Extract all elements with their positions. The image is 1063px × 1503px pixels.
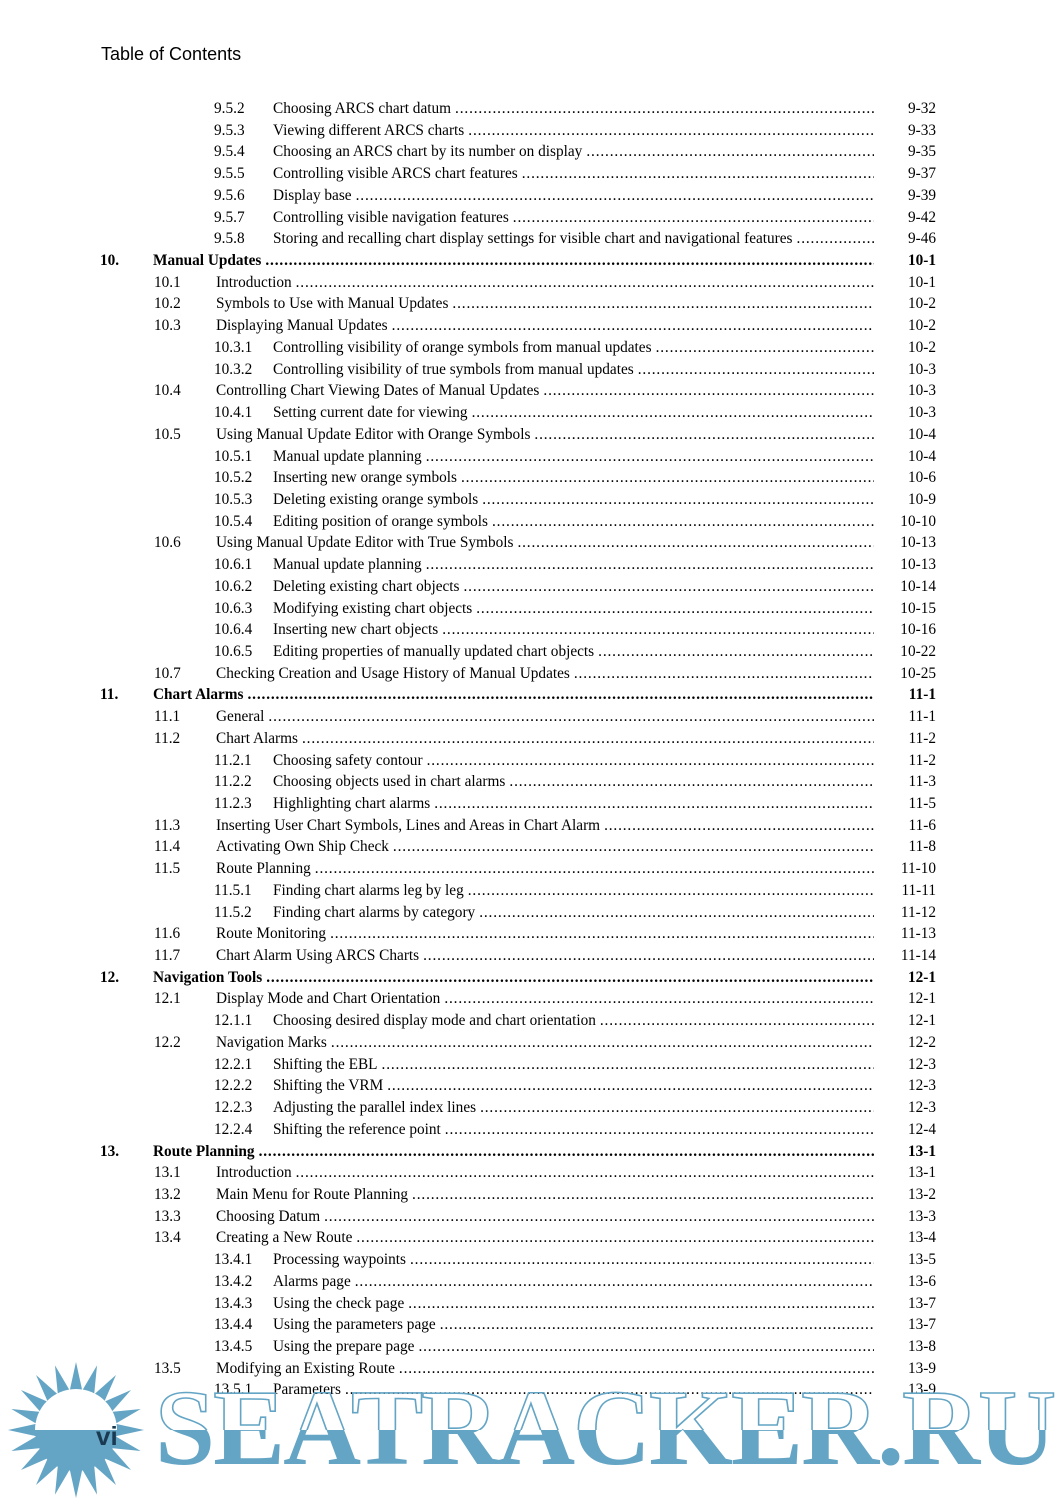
- svg-text:vi: vi: [96, 1421, 118, 1451]
